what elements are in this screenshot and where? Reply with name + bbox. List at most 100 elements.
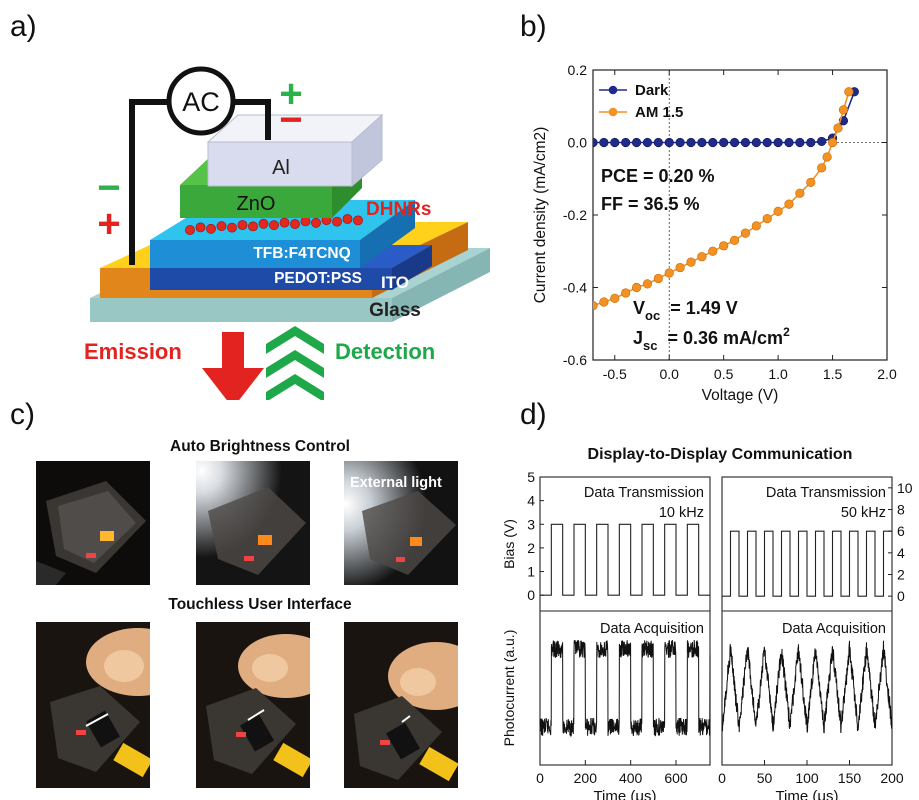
data-point	[784, 137, 794, 148]
bias-axis-label: Bias (V)	[501, 519, 517, 569]
data-acquisition-label: Data Acquisition	[600, 621, 704, 637]
data-point	[719, 241, 729, 251]
legend-label: AM 1.5	[635, 104, 683, 121]
dhnr-dot	[311, 217, 321, 228]
data-point	[610, 293, 620, 303]
data-point	[806, 177, 816, 187]
panel-d-label: d)	[520, 398, 547, 431]
dhnr-dot	[227, 222, 237, 233]
dhnr-dot	[290, 219, 300, 229]
circuit-wire-left	[129, 99, 168, 265]
dhnr-dot	[216, 221, 227, 232]
panel-c-label: c)	[10, 398, 35, 431]
x-tick-label: 200	[574, 770, 598, 786]
data-point	[675, 137, 685, 148]
layer-label-al: Al	[272, 157, 290, 179]
plot-frame-1	[539, 476, 711, 766]
y-tick-label: 0.2	[568, 62, 588, 78]
detection-chevrons-icon	[266, 326, 324, 400]
data-point	[708, 246, 718, 256]
dhnr-dot	[353, 215, 363, 226]
x-axis-label: Voltage (V)	[702, 387, 779, 404]
frequency-label: 50 kHz	[841, 505, 886, 521]
y-tick-label: 5	[527, 469, 535, 485]
data-point	[795, 188, 805, 198]
photo-touch-3	[344, 622, 458, 788]
data-point	[593, 137, 598, 148]
y-tick-label: -0.2	[563, 207, 587, 223]
panel-b-label: b)	[520, 10, 547, 43]
plus-top: +	[279, 72, 302, 116]
photo-touch-2	[196, 622, 310, 788]
data-point	[664, 137, 674, 148]
ac-source-label: AC	[182, 87, 220, 117]
data-point	[599, 297, 609, 307]
x-tick-label: -0.5	[603, 366, 627, 382]
bias-waveform-1	[540, 523, 710, 596]
x-tick-label: 0.5	[714, 366, 734, 382]
jv-chart: -0.5 0.0 0.5 1.0 1.5 2.0 -0.6 -0.4 -0.2 0.0 0.2 Vol…	[532, 62, 897, 404]
photo-auto-3	[344, 461, 458, 585]
y-tick-label: 0	[527, 587, 535, 603]
data-point	[719, 137, 729, 148]
y-tick-label: 0	[897, 588, 905, 604]
data-point	[844, 87, 854, 97]
x-tick-label: 0	[718, 770, 726, 786]
data-point	[653, 137, 663, 148]
auto-brightness-title: Auto Brightness Control	[170, 438, 350, 455]
data-point	[621, 137, 631, 148]
data-point	[621, 288, 631, 298]
y-tick-label: -0.4	[563, 280, 587, 296]
x-axis-label: Time (μs)	[593, 788, 656, 800]
data-point	[610, 137, 620, 148]
data-point	[729, 137, 740, 148]
dhnr-dot	[332, 216, 342, 227]
y-tick-label: -0.6	[563, 352, 587, 368]
y-tick-label: 2	[897, 567, 905, 583]
al-layer-side	[351, 113, 383, 188]
x-axis-label: Time (μs)	[775, 788, 838, 800]
photocurrent-axis-label: Photocurrent (a.u.)	[501, 630, 517, 747]
emission-label: Emission	[84, 339, 182, 364]
pedot-layer-side	[392, 245, 432, 290]
dhnr-dot	[185, 225, 195, 235]
x-tick-label: 1.5	[823, 366, 843, 382]
circuit-wire-right	[234, 99, 271, 140]
tfb-layer-front	[150, 240, 360, 268]
y-tick-label: 0.0	[568, 135, 588, 151]
x-tick-label: 2.0	[877, 366, 897, 382]
bias-waveform-2	[722, 530, 892, 597]
photo-touch-1	[36, 622, 150, 788]
dhnr-dot	[237, 220, 248, 230]
data-point	[838, 105, 849, 115]
x-tick-label: 400	[619, 770, 643, 786]
data-point	[773, 206, 783, 216]
emission-arrow-icon	[202, 332, 264, 400]
data-point	[599, 137, 609, 148]
tfb-layer-side	[360, 200, 415, 268]
y-tick-label: 6	[897, 523, 905, 539]
ac-source-icon	[166, 66, 236, 136]
photo-auto-1	[36, 461, 150, 585]
external-light-label: External light	[350, 475, 442, 491]
data-point	[697, 252, 707, 262]
layer-label-pedot: PEDOT:PSS	[274, 270, 362, 287]
data-point	[729, 235, 740, 245]
x-tick-label: 0	[536, 770, 544, 786]
minus-left: −	[97, 166, 120, 210]
x-tick-label: 0.0	[659, 366, 679, 382]
data-transmission-label: Data Transmission	[766, 485, 886, 501]
x-tick-label: 50	[757, 770, 773, 786]
frequency-label: 10 kHz	[659, 505, 704, 521]
touchless-ui-title: Touchless User Interface	[168, 596, 352, 613]
layer-label-glass: Glass	[369, 300, 421, 321]
pedot-layer-front	[150, 268, 392, 290]
data-point	[642, 137, 653, 148]
data-point	[708, 137, 718, 148]
series-line-0	[593, 91, 856, 144]
data-point	[631, 137, 642, 148]
data-point	[675, 262, 685, 273]
data-point	[762, 214, 772, 224]
pce-annotation: PCE = 0.20 %	[601, 166, 715, 186]
layer-label-zno: ZnO	[237, 193, 276, 215]
